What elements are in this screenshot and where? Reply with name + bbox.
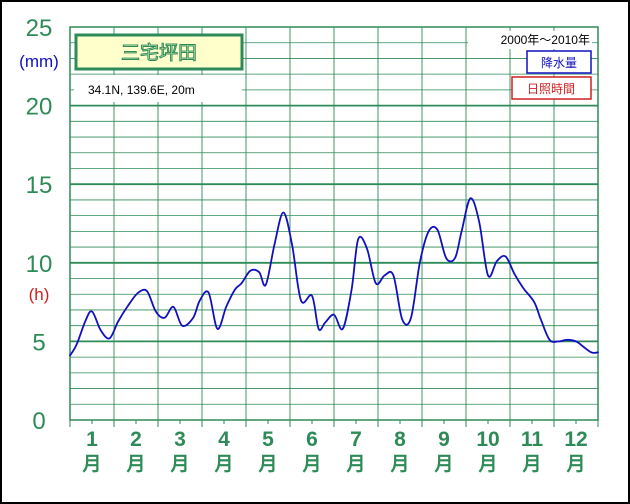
month-number-label: 8 — [394, 428, 406, 451]
legend-precip-box — [526, 50, 592, 74]
month-number-label: 4 — [218, 428, 230, 451]
month-number-label: 3 — [174, 428, 186, 451]
month-number-label: 6 — [306, 428, 318, 451]
month-suffix-label: 月 — [389, 453, 409, 475]
month-number-label: 11 — [521, 428, 544, 451]
series-lines — [69, 197, 599, 357]
month-number-label: 12 — [564, 428, 587, 451]
sunshine-unit-label: (h) — [29, 285, 50, 304]
y-tick-label: 25 — [26, 15, 53, 42]
period-box — [468, 31, 592, 49]
coords-box — [74, 75, 242, 102]
y-tick-labels: 0 5 10 15 20 25 — [26, 15, 53, 435]
month-suffix-label: 月 — [81, 453, 101, 475]
month-suffix-label: 月 — [169, 453, 189, 475]
month-suffix-label: 月 — [521, 453, 541, 475]
period-label: 2000年〜2010年 — [501, 33, 590, 47]
y-tick-label: 10 — [26, 251, 53, 278]
legend-sunshine-label: 日照時間 — [527, 82, 575, 96]
legend-sunshine-box — [511, 76, 592, 100]
station-coords: 34.1N, 139.6E, 20m — [88, 83, 195, 97]
precip-unit-label: (mm) — [19, 52, 59, 71]
month-suffix-label: 月 — [301, 453, 321, 475]
month-number-label: 5 — [262, 428, 274, 451]
month-suffix-label: 月 — [257, 453, 277, 475]
y-tick-label: 15 — [26, 172, 53, 199]
month-number-label: 9 — [438, 428, 450, 451]
chart-title: 三宅坪田 — [121, 42, 197, 64]
y-tick-label: 20 — [26, 94, 53, 121]
month-suffix-label: 月 — [213, 453, 233, 475]
month-number-label: 2 — [130, 428, 142, 451]
month-suffix-label: 月 — [125, 453, 145, 475]
month-suffix-label: 月 — [433, 453, 453, 475]
title-box — [74, 33, 244, 71]
month-suffix-label: 月 — [345, 453, 365, 475]
month-suffix-label: 月 — [565, 453, 585, 475]
month-number-label: 7 — [350, 428, 362, 451]
y-tick-label: 5 — [32, 329, 45, 356]
y-tick-label: 0 — [32, 408, 45, 435]
precipitation-line — [69, 197, 599, 357]
legend-precip-label: 降水量 — [541, 56, 577, 70]
month-suffix-label: 月 — [477, 453, 497, 475]
month-number-label: 1 — [86, 428, 98, 451]
month-number-label: 10 — [476, 428, 499, 451]
